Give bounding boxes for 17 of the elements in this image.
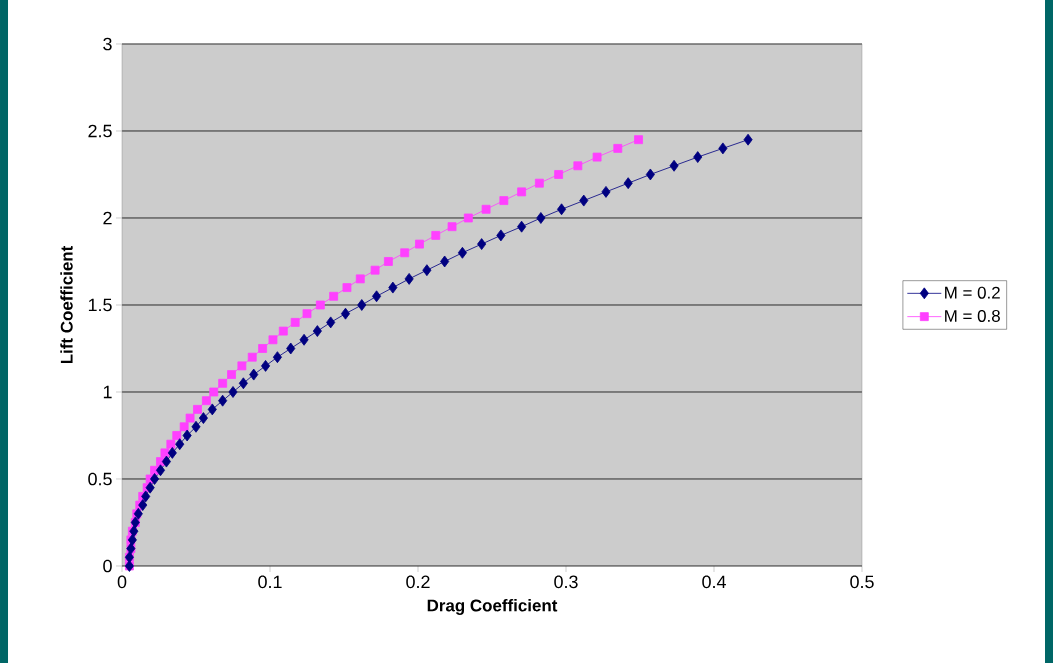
- x-tick-label: 0.2: [406, 575, 430, 589]
- y-tick-label: 3: [103, 37, 112, 51]
- x-tick-label: 0: [117, 575, 127, 589]
- y-tick-label: 1: [103, 385, 112, 399]
- y-tick-label: 1.5: [88, 298, 112, 312]
- y-tick-label: 0: [103, 559, 112, 573]
- x-tick-label: 0.1: [258, 575, 282, 589]
- x-tick-label: 0.3: [554, 575, 578, 589]
- y-tick-label: 2: [103, 211, 112, 225]
- legend-label: M = 0.2: [945, 286, 1000, 299]
- legend-label: M = 0.8: [945, 309, 1000, 322]
- y-tick-label: 2.5: [88, 124, 112, 138]
- y-tick-label: 0.5: [88, 472, 112, 486]
- y-axis-title: Lift Coefficient: [60, 245, 73, 364]
- x-tick-label: 0.5: [850, 575, 874, 589]
- x-tick-label: 0.4: [702, 575, 726, 589]
- x-axis-title: Drag Coefficient: [427, 599, 558, 615]
